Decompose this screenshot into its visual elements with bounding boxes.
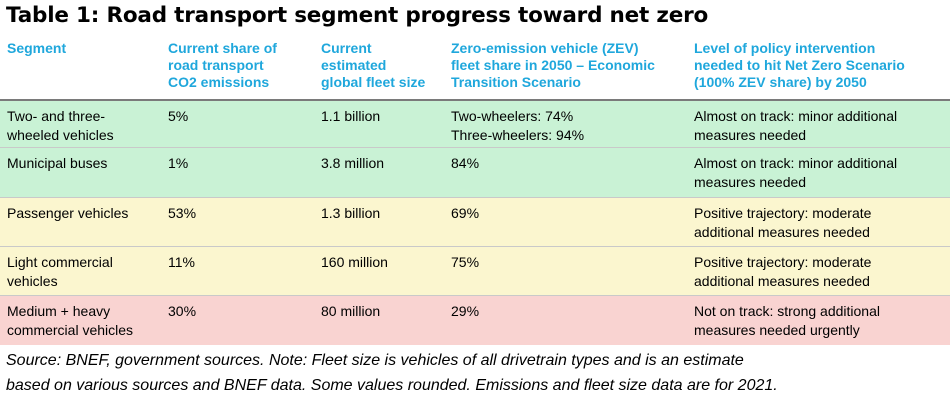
cell-line: additional measures needed <box>694 273 870 289</box>
policy-cell: Not on track: strong additional measures… <box>694 302 880 340</box>
source-note: Source: BNEF, government sources. Note: … <box>6 348 946 398</box>
fleet-cell: 3.8 million <box>321 155 385 171</box>
fleet-cell: 80 million <box>321 303 381 319</box>
header-segment: Segment <box>7 40 66 57</box>
table-row: Passenger vehicles 53% 1.3 billion 69% P… <box>0 197 950 246</box>
policy-cell: Positive trajectory: moderate additional… <box>694 253 871 291</box>
zev-cell: 75% <box>451 253 479 272</box>
share-cell: 11% <box>168 254 195 270</box>
cell-line: Medium + heavy <box>7 303 111 319</box>
zev-cell: 29% <box>451 302 479 321</box>
segment-cell: Municipal buses <box>7 154 107 173</box>
header-line: Segment <box>7 40 67 56</box>
header-line: needed to hit Net Zero Scenario <box>694 57 905 73</box>
header-policy-level: Level of policy intervention needed to h… <box>694 40 905 91</box>
header-line: road transport <box>168 57 264 73</box>
cell-line: Not on track: strong additional <box>694 303 880 319</box>
cell-line: 69% <box>451 205 480 221</box>
zev-cell: 84% <box>451 154 479 173</box>
segment-cell: Medium + heavy commercial vehicles <box>7 302 133 340</box>
table-title: Table 1: Road transport segment progress… <box>6 3 709 28</box>
table-row: Medium + heavy commercial vehicles 30% 8… <box>0 295 950 345</box>
header-line: Current share of <box>168 40 277 56</box>
share-cell: 1% <box>168 155 189 171</box>
header-line: global fleet size <box>321 74 426 90</box>
header-line: Transition Scenario <box>451 74 581 90</box>
share-cell: 53% <box>168 205 197 221</box>
cell-line: 75% <box>451 254 480 270</box>
cell-line: Positive trajectory: moderate <box>694 254 872 270</box>
cell-line: commercial vehicles <box>7 322 134 338</box>
segment-cell: Light commercial vehicles <box>7 253 113 291</box>
cell-line: Three-wheelers: 94% <box>451 127 585 143</box>
segment-cell: Passenger vehicles <box>7 204 128 223</box>
header-emissions-share: Current share of road transport CO2 emis… <box>168 40 277 91</box>
zev-cell: Two-wheelers: 74% Three-wheelers: 94% <box>451 107 584 145</box>
cell-line: wheeled vehicles <box>7 127 114 143</box>
cell-line: Almost on track: minor additional <box>694 108 898 124</box>
cell-line: 84% <box>451 155 480 171</box>
fleet-cell: 1.3 billion <box>321 205 381 221</box>
header-zev-share: Zero-emission vehicle (ZEV) fleet share … <box>451 40 655 91</box>
cell-line: Light commercial <box>7 254 113 270</box>
zev-cell: 69% <box>451 204 479 223</box>
cell-line: measures needed urgently <box>694 322 860 338</box>
share-cell: 5% <box>168 108 189 124</box>
cell-line: Positive trajectory: moderate <box>694 205 872 221</box>
header-fleet-size: Current estimated global fleet size <box>321 40 425 91</box>
cell-line: 29% <box>451 303 480 319</box>
cell-line: additional measures needed <box>694 224 870 240</box>
header-line: fleet share in 2050 – Economic <box>451 57 655 73</box>
header-line: Current <box>321 40 372 56</box>
cell-line: measures needed <box>694 127 807 143</box>
cell-line: Passenger vehicles <box>7 205 129 221</box>
cell-line: Almost on track: minor additional <box>694 155 898 171</box>
table-row: Two- and three- wheeled vehicles 5% 1.1 … <box>0 101 950 147</box>
header-line: CO2 emissions <box>168 74 270 90</box>
header-line: Level of policy intervention <box>694 40 876 56</box>
share-cell: 30% <box>168 303 197 319</box>
policy-cell: Almost on track: minor additional measur… <box>694 107 897 145</box>
header-line: estimated <box>321 57 387 73</box>
policy-cell: Positive trajectory: moderate additional… <box>694 204 871 242</box>
header-line: Zero-emission vehicle (ZEV) <box>451 40 639 56</box>
table-header: Segment Current share of road transport … <box>0 37 950 101</box>
fleet-cell: 1.1 billion <box>321 108 381 124</box>
segment-cell: Two- and three- wheeled vehicles <box>7 107 114 145</box>
cell-line: Municipal buses <box>7 155 108 171</box>
cell-line: measures needed <box>694 174 807 190</box>
cell-line: Two-wheelers: 74% <box>451 108 574 124</box>
source-line: Source: BNEF, government sources. Note: … <box>6 352 744 369</box>
policy-cell: Almost on track: minor additional measur… <box>694 154 897 192</box>
table-row: Light commercial vehicles 11% 160 millio… <box>0 246 950 295</box>
header-line: (100% ZEV share) by 2050 <box>694 74 867 90</box>
table-row: Municipal buses 1% 3.8 million 84% Almos… <box>0 147 950 197</box>
fleet-cell: 160 million <box>321 254 388 270</box>
source-line: based on various sources and BNEF data. … <box>6 377 778 394</box>
cell-line: vehicles <box>7 273 58 289</box>
cell-line: Two- and three- <box>7 108 106 124</box>
